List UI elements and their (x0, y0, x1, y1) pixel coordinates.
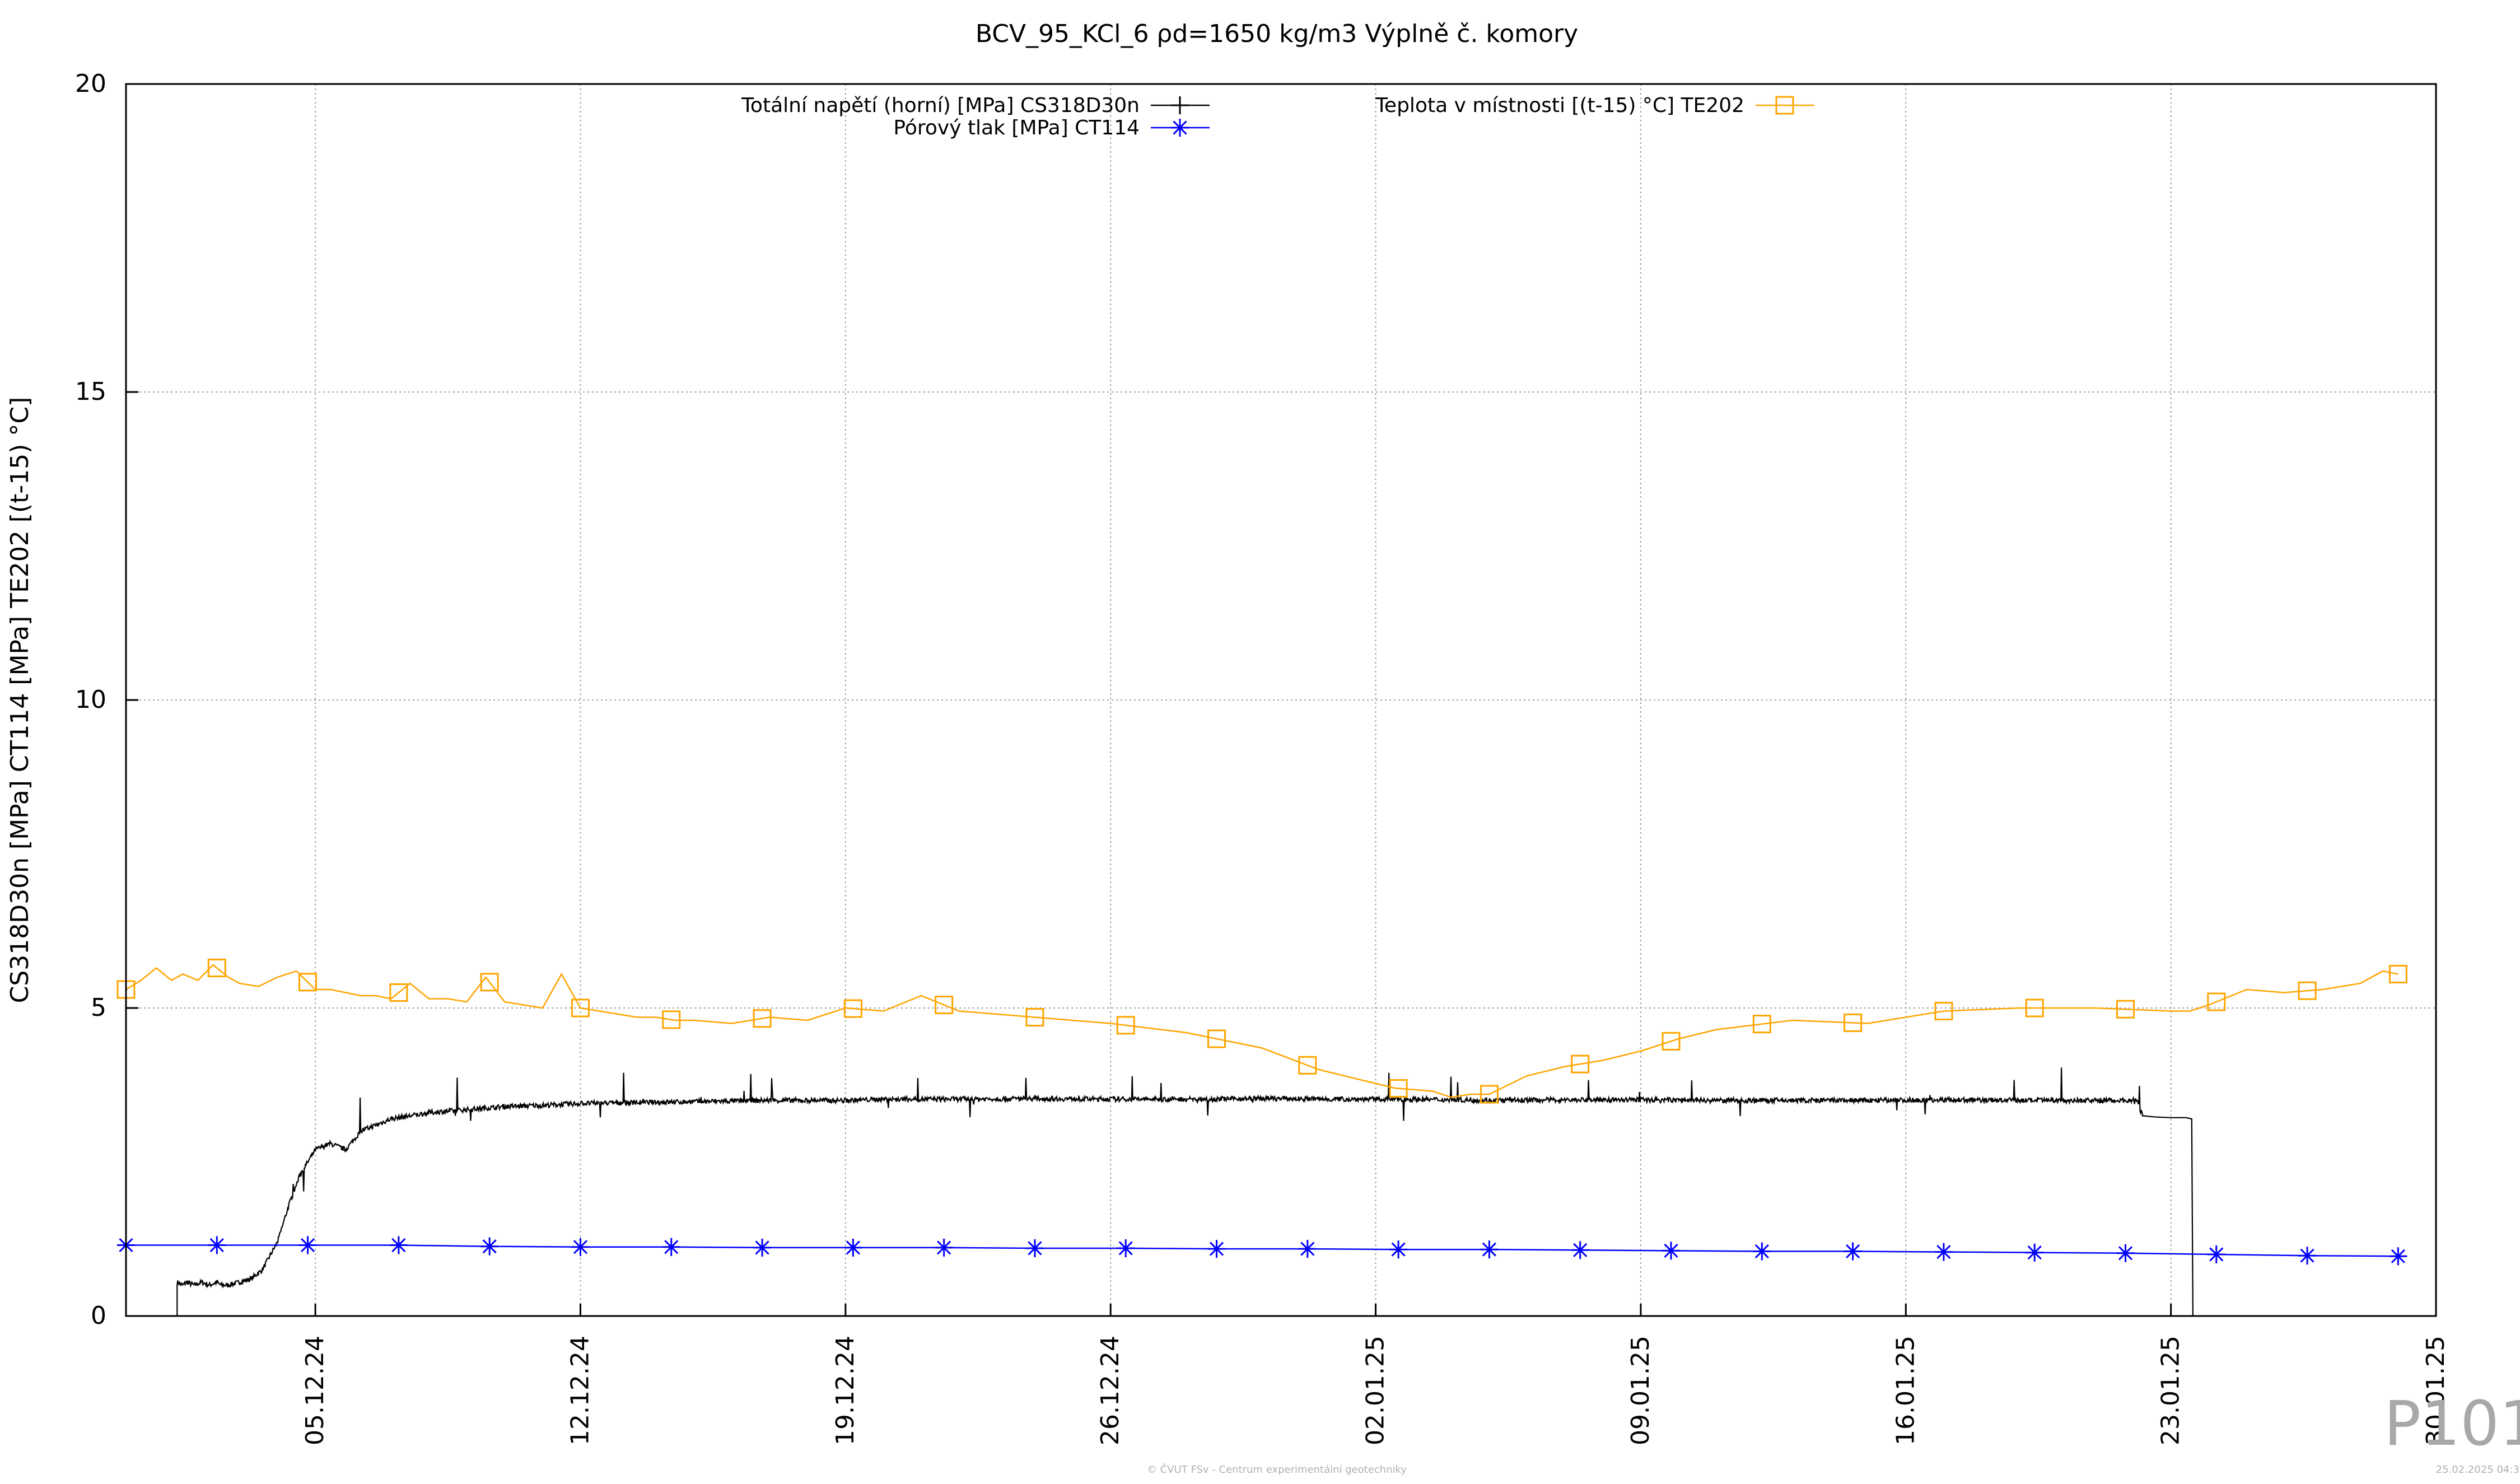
data-point-te202 (1752, 1015, 1771, 1034)
data-point-ct114 (2207, 1245, 2225, 1263)
x-tick-label: 16.01.25 (1891, 1336, 1920, 1445)
x-tick-label: 19.12.24 (831, 1336, 860, 1445)
data-point-ct114 (1844, 1242, 1862, 1261)
legend-label-cs318d30n: Totální napětí (horní) [MPa] CS318D30n (741, 94, 1140, 117)
data-point-ct114 (753, 1238, 772, 1257)
x-tick-label: 02.01.25 (1361, 1336, 1390, 1445)
footer-credit: © ČVUT FSv - Centrum experimentální geot… (1147, 1463, 1407, 1476)
series-layer (116, 959, 2407, 1317)
y-tick-label: 5 (91, 993, 106, 1022)
watermark-id: P1013 (2384, 1388, 2520, 1459)
legend-marker-cs318d30n (1171, 96, 1189, 114)
data-point-te202 (1844, 1013, 1863, 1032)
data-point-te202 (843, 999, 862, 1018)
data-point-te202 (2025, 998, 2044, 1018)
data-point-ct114 (480, 1237, 499, 1256)
y-tick-label: 20 (75, 69, 106, 98)
x-tick-label: 09.01.25 (1626, 1336, 1655, 1445)
data-point-te202 (753, 1009, 772, 1028)
data-point-te202 (571, 998, 590, 1018)
data-point-te202 (1934, 1002, 1953, 1020)
data-point-te202 (480, 973, 499, 992)
x-tick-label: 30.01.25 (2421, 1336, 2450, 1445)
data-point-ct114 (2116, 1244, 2135, 1262)
data-point-te202 (1662, 1032, 1681, 1051)
data-point-te202 (2116, 1000, 2135, 1019)
data-point-te202 (1480, 1085, 1499, 1104)
data-point-te202 (1298, 1056, 1317, 1075)
legend-samples (1151, 96, 1814, 137)
data-point-ct114 (571, 1238, 590, 1256)
data-point-te202 (2388, 965, 2407, 983)
series-line-ct114 (126, 1244, 2398, 1257)
x-tick-label: 26.12.24 (1096, 1336, 1124, 1445)
data-point-ct114 (208, 1236, 226, 1254)
legend-label-ct114: Pórový tlak [MPa] CT114 (893, 116, 1140, 139)
data-point-ct114 (844, 1238, 862, 1257)
data-point-ct114 (1662, 1242, 1681, 1260)
legend-marker-ct114 (1171, 119, 1189, 137)
data-point-te202 (1207, 1029, 1226, 1048)
legend-label-te202: Teplota v místnosti [(t-15) °C] TE202 (1375, 94, 1744, 117)
footer-timestamp: 25.02.2025 04:33 (2436, 1464, 2520, 1476)
data-point-ct114 (662, 1238, 680, 1256)
data-point-ct114 (1025, 1239, 1044, 1257)
series-line-cs318d30n (176, 1067, 2194, 1317)
y-tick-label: 10 (75, 685, 106, 714)
data-point-te202 (1025, 1008, 1044, 1026)
data-point-te202 (207, 959, 226, 977)
grid-layer (126, 84, 2436, 1316)
data-point-te202 (2207, 992, 2226, 1011)
data-point-ct114 (389, 1236, 408, 1254)
data-point-ct114 (298, 1236, 317, 1254)
data-point-ct114 (1480, 1240, 1499, 1259)
data-point-te202 (389, 983, 408, 1002)
data-point-ct114 (1117, 1239, 1135, 1257)
data-point-ct114 (935, 1238, 953, 1257)
data-point-te202 (1389, 1079, 1408, 1098)
data-point-ct114 (1389, 1240, 1408, 1259)
data-point-ct114 (2389, 1247, 2407, 1266)
x-tick-label: 23.01.25 (2157, 1336, 2185, 1445)
chart-title: BCV_95_KCl_6 ρd=1650 kg/m3 Výplně č. kom… (976, 20, 1578, 48)
data-point-ct114 (2298, 1247, 2317, 1265)
series-line-te202 (125, 964, 2398, 1098)
y-tick-label: 0 (91, 1301, 106, 1330)
data-point-ct114 (1298, 1240, 1317, 1258)
legend: Totální napětí (horní) [MPa] CS318D30n P… (741, 94, 1814, 139)
data-point-te202 (2298, 981, 2317, 1000)
x-tick-label: 12.12.24 (566, 1336, 594, 1445)
data-point-ct114 (1753, 1242, 1771, 1261)
data-point-ct114 (2026, 1243, 2044, 1262)
data-point-te202 (662, 1010, 681, 1029)
data-point-ct114 (1207, 1240, 1226, 1258)
legend-marker-te202 (1775, 96, 1794, 115)
axis-layer: 0 5 10 15 20 05.12.24 12.12.24 19.12.24 26.12.24… (75, 69, 2450, 1445)
data-point-ct114 (1934, 1243, 1953, 1261)
data-point-te202 (1571, 1054, 1590, 1074)
y-axis-label: CS318D30n [MPa] CT114 [MPa] TE202 [(t-15… (6, 397, 34, 1004)
data-point-ct114 (1571, 1241, 1589, 1259)
data-point-te202 (298, 973, 318, 992)
x-tick-label: 05.12.24 (301, 1336, 329, 1445)
y-tick-label: 15 (75, 377, 106, 406)
data-point-te202 (1116, 1016, 1135, 1035)
data-point-te202 (935, 996, 954, 1014)
